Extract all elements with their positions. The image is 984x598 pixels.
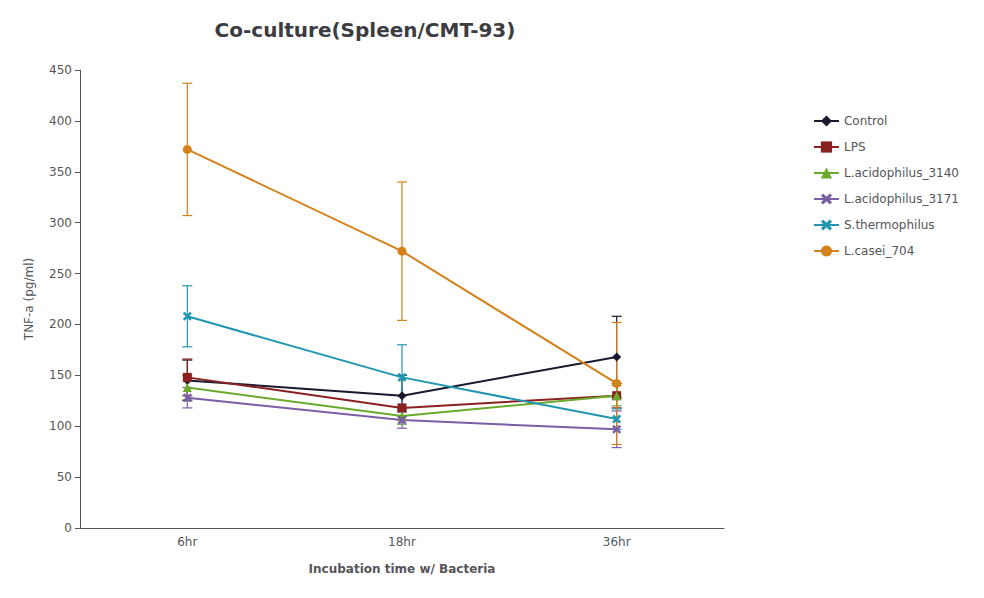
svg-text:36hr: 36hr — [603, 535, 631, 549]
svg-text:350: 350 — [49, 165, 72, 179]
svg-text:250: 250 — [49, 267, 72, 281]
svg-text:300: 300 — [49, 216, 72, 230]
svg-text:L.casei_704: L.casei_704 — [844, 244, 914, 258]
svg-text:TNF-a (pg/ml): TNF-a (pg/ml) — [22, 258, 36, 341]
svg-text:450: 450 — [49, 63, 72, 77]
svg-text:S.thermophilus: S.thermophilus — [844, 218, 935, 232]
svg-text:50: 50 — [57, 470, 72, 484]
svg-text:150: 150 — [49, 368, 72, 382]
svg-text:200: 200 — [49, 317, 72, 331]
svg-text:6hr: 6hr — [177, 535, 197, 549]
svg-text:L.acidophilus_3171: L.acidophilus_3171 — [844, 192, 959, 206]
svg-text:Co-culture(Spleen/CMT-93): Co-culture(Spleen/CMT-93) — [215, 18, 516, 42]
svg-text:0: 0 — [64, 521, 72, 535]
svg-text:100: 100 — [49, 419, 72, 433]
svg-text:LPS: LPS — [844, 140, 866, 154]
svg-text:Control: Control — [844, 114, 887, 128]
svg-text:Incubation time w/ Bacteria: Incubation time w/ Bacteria — [309, 562, 496, 576]
svg-text:L.acidophilus_3140: L.acidophilus_3140 — [844, 166, 959, 180]
svg-text:400: 400 — [49, 114, 72, 128]
svg-text:18hr: 18hr — [388, 535, 416, 549]
